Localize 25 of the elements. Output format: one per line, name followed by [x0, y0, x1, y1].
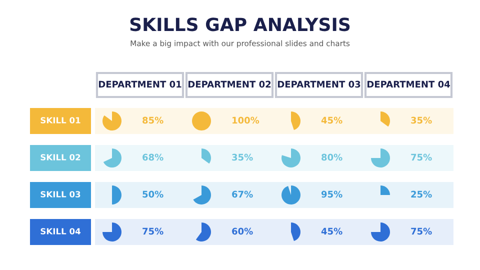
y-tick-label: SKILL 03 — [40, 191, 80, 198]
data-label: 35% — [411, 116, 432, 124]
data-label: 50% — [142, 190, 164, 198]
chart-title: SKILLS GAP ANALYSIS — [130, 18, 350, 32]
y-tick-label: SKILL 01 — [40, 117, 80, 124]
data-label: 75% — [411, 228, 432, 235]
data-label: 75% — [411, 154, 432, 161]
data-label: 60% — [232, 228, 253, 235]
data-label: 35% — [232, 154, 253, 161]
data-label: 95% — [321, 190, 342, 198]
data-label: 80% — [322, 154, 342, 161]
data-label: 100% — [232, 116, 260, 124]
x-tick-label: DEPARTMENT 03 — [278, 80, 360, 88]
data-label: 68% — [142, 154, 164, 161]
x-tick-label: DEPARTMENT 04 — [367, 80, 450, 88]
data-label: 25% — [411, 190, 432, 198]
y-tick-label: SKILL 02 — [40, 154, 80, 160]
x-tick-label: DEPARTMENT 02 — [188, 80, 271, 88]
data-label: 85% — [142, 116, 164, 124]
data-label: 45% — [321, 116, 342, 124]
data-label: 75% — [142, 228, 164, 235]
y-tick-label: SKILL 04 — [40, 228, 80, 234]
x-tick-label: DEPARTMENT 01 — [98, 80, 182, 88]
data-label: 45% — [321, 228, 342, 235]
data-label: 67% — [232, 190, 253, 198]
